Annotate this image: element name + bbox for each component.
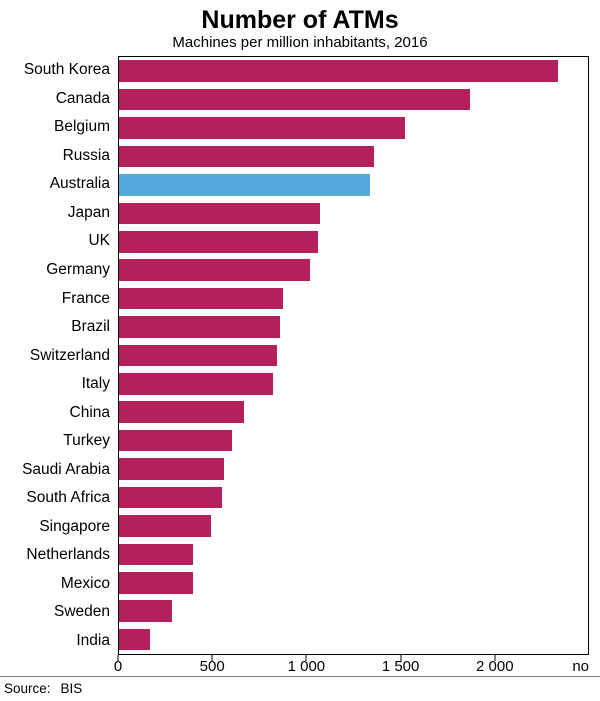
x-tick-label-1500: 1 500 <box>381 658 420 675</box>
bar-row <box>119 57 588 85</box>
y-label-saudi-arabia: Saudi Arabia <box>22 460 110 478</box>
bar-italy <box>119 373 273 395</box>
y-label-uk: UK <box>88 232 110 250</box>
bar-india <box>119 628 150 651</box>
bar-series <box>119 57 588 654</box>
bar-china <box>119 401 244 424</box>
y-label-belgium: Belgium <box>54 118 110 136</box>
bar-row <box>119 455 588 483</box>
bar-brazil <box>119 316 281 338</box>
bar-row <box>119 483 588 511</box>
bar-row <box>119 199 588 227</box>
y-label-india: India <box>76 631 110 649</box>
bar-row <box>119 142 588 170</box>
bar-netherlands <box>119 543 194 566</box>
x-tick-label-0: 0 <box>113 658 123 675</box>
y-label-brazil: Brazil <box>71 318 110 336</box>
bar-row <box>119 313 588 341</box>
bar-row <box>119 370 588 398</box>
y-label-japan: Japan <box>67 203 110 221</box>
chart-title: Number of ATMs <box>201 6 399 34</box>
bar-row <box>119 512 588 540</box>
x-tick-label-500: 500 <box>199 658 225 675</box>
x-tick-label-1000: 1 000 <box>287 658 326 675</box>
bar-row <box>119 341 588 369</box>
bar-saudi-arabia <box>119 458 225 480</box>
bar-row <box>119 284 588 312</box>
source-label: Source: <box>4 681 51 696</box>
x-axis-unit-label: no <box>572 658 589 675</box>
y-axis-labels: South Korea Canada Belgium Russia Australia J… <box>0 56 110 655</box>
y-label-netherlands: Netherlands <box>26 546 110 564</box>
bar-canada <box>119 88 470 111</box>
bar-row <box>119 256 588 284</box>
source-value: BIS <box>60 681 83 696</box>
y-label-south-africa: South Africa <box>26 489 110 507</box>
bar-row <box>119 540 588 568</box>
bar-switzerland <box>119 344 277 367</box>
bar-belgium <box>119 117 406 139</box>
bar-row <box>119 114 588 142</box>
bar-mexico <box>119 572 194 594</box>
bar-row <box>119 569 588 597</box>
bar-south-africa <box>119 486 223 509</box>
bar-russia <box>119 145 375 168</box>
y-label-australia: Australia <box>49 175 110 193</box>
bar-singapore <box>119 515 211 537</box>
x-tick-label-2000: 2 000 <box>476 658 514 675</box>
chart-subtitle: Machines per million inhabitants, 2016 <box>172 34 428 51</box>
bar-germany <box>119 259 311 281</box>
bar-row <box>119 85 588 113</box>
bar-sweden <box>119 600 173 623</box>
bar-france <box>119 287 284 310</box>
bar-row <box>119 398 588 426</box>
bar-uk <box>119 230 318 253</box>
x-axis-labels: no 0 500 1 000 1 500 2 000 <box>114 658 589 676</box>
y-label-italy: Italy <box>81 375 110 393</box>
bar-row <box>119 228 588 256</box>
source-note: Source: BIS <box>0 676 600 701</box>
bar-japan <box>119 202 320 225</box>
y-label-canada: Canada <box>55 89 110 107</box>
y-label-france: France <box>61 289 110 307</box>
y-label-singapore: Singapore <box>39 517 110 535</box>
bar-row <box>119 597 588 625</box>
bar-row <box>119 426 588 454</box>
y-label-germany: Germany <box>46 260 110 278</box>
bar-australia <box>119 174 371 196</box>
y-label-mexico: Mexico <box>60 574 110 592</box>
y-label-sweden: Sweden <box>53 603 110 621</box>
bar-row <box>119 625 588 653</box>
y-label-turkey: Turkey <box>63 432 110 450</box>
y-label-china: China <box>69 403 111 421</box>
y-label-south-korea: South Korea <box>23 61 110 79</box>
y-label-switzerland: Switzerland <box>29 346 110 364</box>
plot-area <box>118 56 589 655</box>
bar-turkey <box>119 429 232 452</box>
y-label-russia: Russia <box>62 146 110 164</box>
bar-south-korea <box>119 60 558 82</box>
bar-row <box>119 171 588 199</box>
